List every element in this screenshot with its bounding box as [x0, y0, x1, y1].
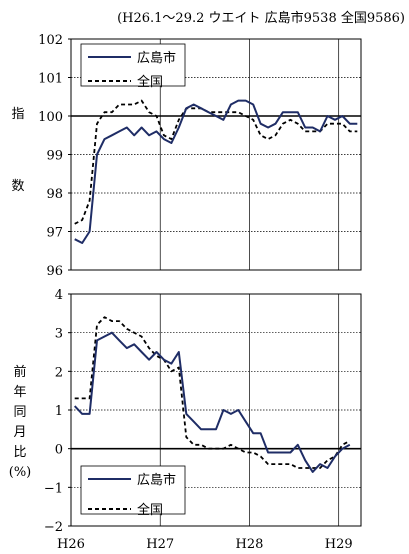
- legend-label: 全国: [137, 502, 163, 518]
- y-tick-label: 96: [46, 264, 63, 279]
- y-axis-label-char: 年: [13, 385, 26, 400]
- y-tick-label: 3: [55, 327, 63, 342]
- series-line: [74, 316, 351, 469]
- chart-subtitle: (H26.1～29.2 ウエイト 広島市9538 全国9586): [117, 10, 405, 26]
- x-tick-label: H28: [236, 537, 264, 552]
- legend-box: [80, 465, 186, 515]
- y-tick-label: 101: [38, 72, 63, 87]
- y-axis-label-char: (%): [9, 465, 32, 480]
- series-line: [74, 99, 358, 244]
- y-tick-label: 1: [55, 404, 63, 419]
- y-tick-label: 98: [46, 187, 63, 202]
- y-axis-label-char: 月: [13, 425, 26, 440]
- y-tick-label: 102: [38, 33, 63, 48]
- series-line: [73, 331, 351, 473]
- y-axis-label-char: 指: [11, 107, 24, 122]
- y-tick-label: −1: [44, 481, 63, 496]
- x-tick-label: H29: [325, 537, 353, 552]
- x-tick-label: H26: [57, 537, 85, 552]
- y-tick-label: 99: [46, 149, 63, 164]
- legend-label: 広島市: [137, 472, 176, 488]
- y-axis-label-char: 比: [13, 445, 26, 460]
- series-line: [74, 99, 358, 225]
- y-axis-label-char: 前: [13, 364, 26, 380]
- y-tick-label: −2: [44, 520, 63, 535]
- y-tick-label: 0: [55, 443, 63, 458]
- legend-label: 全国: [137, 74, 163, 90]
- legend-label: 広島市: [137, 50, 176, 66]
- y-tick-label: 97: [46, 226, 63, 241]
- legend-box: [80, 43, 186, 87]
- y-axis-label-char: 数: [11, 179, 24, 194]
- y-axis-label-char: 同: [13, 405, 26, 420]
- y-tick-label: 100: [38, 110, 63, 125]
- y-tick-label: 4: [55, 288, 63, 303]
- y-tick-label: 2: [55, 365, 63, 380]
- x-tick-label: H27: [146, 537, 174, 552]
